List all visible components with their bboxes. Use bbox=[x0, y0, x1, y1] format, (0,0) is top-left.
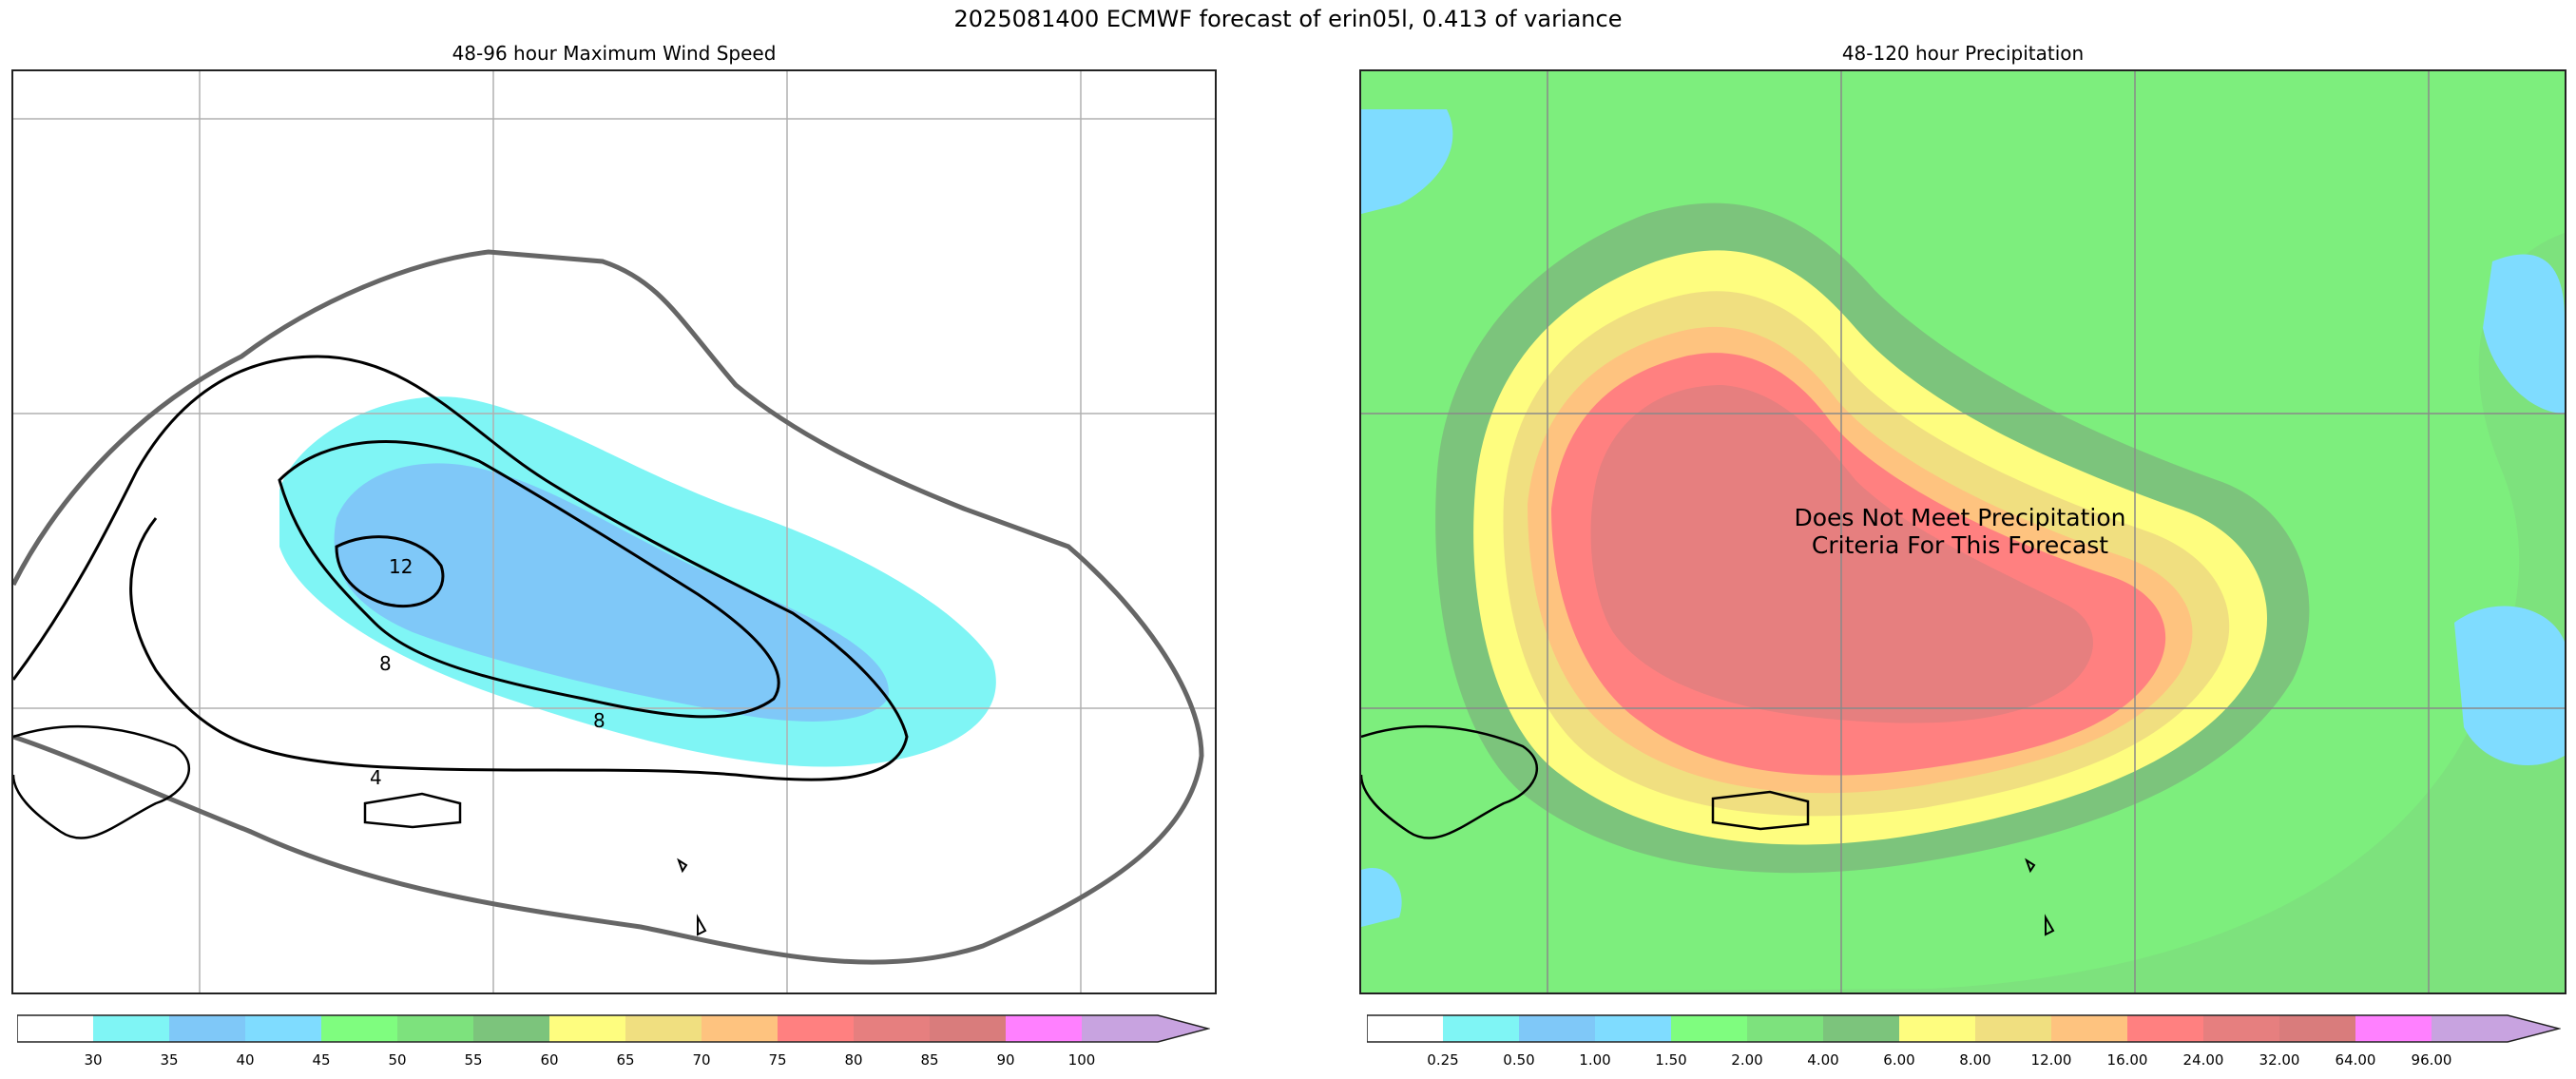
precip-island-small-2 bbox=[2045, 914, 2055, 936]
wind-contour-label-4: 4 bbox=[370, 766, 382, 789]
precip-tick-32.00: 32.00 bbox=[2259, 1051, 2300, 1069]
precip-tick-24.00: 24.00 bbox=[2182, 1051, 2224, 1069]
precip-blue-patch-1 bbox=[1361, 109, 1453, 214]
wind-tick-30: 30 bbox=[84, 1051, 103, 1069]
precip-tick-0.25: 0.25 bbox=[1427, 1051, 1459, 1069]
precip-blue-patch-2 bbox=[2483, 254, 2565, 414]
wind-tick-60: 60 bbox=[540, 1051, 559, 1069]
precip-blue-patch-3 bbox=[2454, 606, 2565, 765]
right-panel-title: 48-120 hour Precipitation bbox=[1841, 42, 2085, 65]
precip-island-hispaniola bbox=[1361, 724, 1539, 839]
precip-tick-6.00: 6.00 bbox=[1883, 1051, 1915, 1069]
precip-criteria-note: Does Not Meet Precipitation Criteria For… bbox=[1794, 504, 2126, 559]
precip-tick-8.00: 8.00 bbox=[1959, 1051, 1991, 1069]
wind-contour-label-8: 8 bbox=[379, 652, 392, 675]
precip-colorbar-svg bbox=[1367, 1014, 2561, 1043]
wind-colorbar-segments bbox=[17, 1015, 1208, 1042]
wind-contour-label-12: 12 bbox=[389, 555, 413, 578]
wind-shade-35-40 bbox=[334, 463, 889, 722]
precipitation-map-plot bbox=[1361, 71, 2565, 992]
island-hispaniola bbox=[13, 724, 191, 839]
wind-tick-35: 35 bbox=[160, 1051, 179, 1069]
precip-island-small-1 bbox=[2025, 857, 2036, 874]
wind-contour-8 bbox=[278, 440, 780, 719]
wind-speed-map-plot: 12 8 4 8 bbox=[13, 71, 1215, 992]
wind-tick-50: 50 bbox=[388, 1051, 407, 1069]
precip-tick-64.00: 64.00 bbox=[2335, 1051, 2376, 1069]
wind-contour-12 bbox=[335, 535, 445, 608]
precip-gridlines bbox=[1361, 71, 2565, 992]
wind-gridlines bbox=[13, 71, 1215, 992]
wind-tick-45: 45 bbox=[312, 1051, 331, 1069]
island-small-1 bbox=[677, 857, 688, 874]
wind-tick-90: 90 bbox=[996, 1051, 1015, 1069]
wind-speed-map: 12 8 4 8 bbox=[11, 69, 1217, 994]
wind-colorbar bbox=[17, 1014, 1210, 1045]
precip-contour-32 bbox=[1590, 385, 2093, 723]
wind-contour-label-8b: 8 bbox=[593, 709, 606, 732]
precip-tick-1.00: 1.00 bbox=[1579, 1051, 1611, 1069]
wind-tick-40: 40 bbox=[236, 1051, 255, 1069]
precip-blue-patch-4 bbox=[1361, 868, 1402, 927]
precip-tick-2.00: 2.00 bbox=[1731, 1051, 1763, 1069]
wind-tick-85: 85 bbox=[920, 1051, 939, 1069]
precip-colorbar bbox=[1367, 1014, 2561, 1045]
precip-tick-96.00: 96.00 bbox=[2411, 1051, 2452, 1069]
wind-tick-80: 80 bbox=[844, 1051, 863, 1069]
wind-tick-65: 65 bbox=[616, 1051, 635, 1069]
figure-title: 2025081400 ECMWF forecast of erin05l, 0.… bbox=[953, 6, 1623, 32]
precip-colorbar-segments bbox=[1367, 1015, 2559, 1042]
precipitation-map: Does Not Meet Precipitation Criteria For… bbox=[1359, 69, 2566, 994]
wind-envelope bbox=[13, 249, 1204, 965]
precip-tick-16.00: 16.00 bbox=[2106, 1051, 2148, 1069]
island-small-2 bbox=[697, 914, 707, 936]
left-panel-title: 48-96 hour Maximum Wind Speed bbox=[452, 42, 777, 65]
island-pr bbox=[363, 792, 462, 829]
precip-tick-1.50: 1.50 bbox=[1655, 1051, 1687, 1069]
wind-tick-55: 55 bbox=[464, 1051, 483, 1069]
precip-tick-12.00: 12.00 bbox=[2030, 1051, 2072, 1069]
precip-tick-4.00: 4.00 bbox=[1807, 1051, 1839, 1069]
wind-tick-70: 70 bbox=[692, 1051, 711, 1069]
wind-tick-75: 75 bbox=[768, 1051, 787, 1069]
wind-contour-4 bbox=[13, 355, 909, 781]
wind-tick-100: 100 bbox=[1067, 1051, 1096, 1069]
precip-tick-0.50: 0.50 bbox=[1503, 1051, 1535, 1069]
wind-colorbar-svg bbox=[17, 1014, 1210, 1043]
precip-island-pr bbox=[1711, 790, 1810, 831]
